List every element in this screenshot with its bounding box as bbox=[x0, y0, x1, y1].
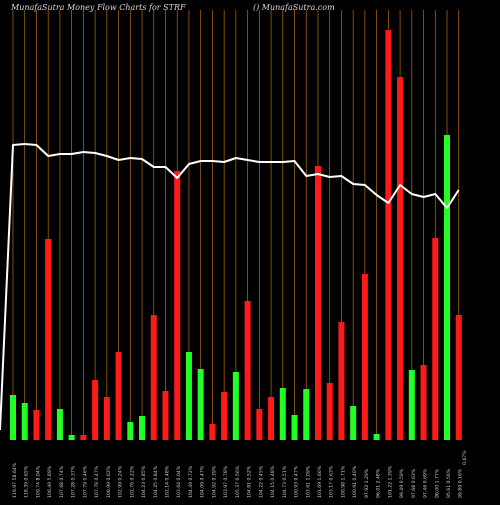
x-tick-label: 99.89 0.16% bbox=[458, 468, 464, 498]
x-tick-label: 102.99 0.24% bbox=[118, 465, 124, 498]
bar-down bbox=[397, 77, 404, 440]
x-tick-label: 104.25 0.84% bbox=[153, 465, 159, 498]
x-tick-label: 99.49 0.59% bbox=[399, 468, 405, 498]
bar-down bbox=[33, 410, 40, 440]
bar-up bbox=[232, 372, 239, 440]
x-tick-label: 106.99 0.62% bbox=[106, 465, 112, 498]
x-tick-label: 96.01 2.48% bbox=[376, 468, 382, 498]
x-tick-label: 119.97 58.64% bbox=[12, 462, 18, 498]
x-tick-label: 104.09 0.47% bbox=[200, 465, 206, 498]
bar-up bbox=[185, 352, 192, 440]
bar-down bbox=[174, 171, 181, 440]
bar-up bbox=[291, 415, 298, 440]
bar-down bbox=[150, 315, 157, 440]
bar-up bbox=[303, 389, 310, 440]
bar-down bbox=[385, 30, 392, 440]
x-tick-label: 100.93 0.47% bbox=[294, 465, 300, 498]
bar-up bbox=[139, 416, 146, 440]
x-tick-label: 97.92 1.29% bbox=[364, 468, 370, 498]
bar-down bbox=[80, 435, 87, 440]
chart-title: MunafaSutra Money Flow Charts for STRF bbox=[11, 3, 186, 12]
bar-down bbox=[314, 166, 321, 440]
x-tick-label: 100.91 0.40% bbox=[352, 465, 358, 498]
bar-down bbox=[115, 352, 122, 440]
x-tick-label: 103.17 0.63% bbox=[329, 465, 335, 498]
x-tick-label: 107.78 0.47% bbox=[94, 465, 100, 498]
x-tick-label: 103.97 0.78% bbox=[223, 465, 229, 498]
x-tick-label: 107.79 0.46% bbox=[82, 465, 88, 498]
bar-down bbox=[244, 301, 251, 440]
bar-up bbox=[10, 395, 16, 440]
x-tick-label: 107.28 0.37% bbox=[71, 465, 77, 498]
bar-down bbox=[92, 380, 99, 440]
x-tick-label: 104.22 0.45% bbox=[258, 465, 264, 498]
bar-down bbox=[361, 274, 368, 440]
x-tick-label: 101.22 1.39% bbox=[387, 465, 393, 498]
bar-down bbox=[209, 424, 216, 440]
bar-down bbox=[45, 239, 52, 440]
bar-up bbox=[127, 422, 134, 440]
x-tick-label: 103.64 0.04% bbox=[176, 465, 182, 498]
x-tick-label: 109.74 8.04% bbox=[35, 465, 41, 498]
bar-down bbox=[221, 392, 228, 440]
bar-down bbox=[338, 322, 345, 440]
x-tick-label: 98.00 1.77% bbox=[434, 468, 440, 498]
bar-up bbox=[444, 135, 451, 440]
x-tick-label: 95.61 0.56% bbox=[446, 468, 452, 498]
x-tick-label: 103.61 1.09% bbox=[305, 465, 311, 498]
bar-up bbox=[408, 370, 415, 440]
bar-down bbox=[455, 315, 462, 440]
x-tick-label: 104.73 0.51% bbox=[282, 465, 288, 498]
x-tick-label: 104.81 0.52% bbox=[247, 465, 253, 498]
bar-down bbox=[432, 238, 439, 440]
bar-down bbox=[326, 383, 333, 440]
bar-up bbox=[56, 409, 63, 440]
money-flow-line bbox=[0, 143, 460, 431]
bar-down bbox=[420, 365, 427, 440]
x-tick-label: 100.98 1.71% bbox=[340, 465, 346, 498]
bar-down bbox=[256, 409, 263, 440]
bar-down bbox=[162, 391, 169, 440]
x-tick-label: 105.37 0.56% bbox=[235, 465, 241, 498]
bar-up bbox=[21, 403, 28, 440]
x-tick-label: 102.14 0.48% bbox=[164, 465, 170, 498]
bar-down bbox=[268, 397, 275, 440]
bar-up bbox=[373, 434, 380, 440]
x-tick-label: 104.15 0.48% bbox=[270, 465, 276, 498]
x-tick-label: 97.46 0.69% bbox=[423, 468, 429, 498]
x-tick-label: 101.69 1.66% bbox=[317, 465, 323, 498]
x-tick-label: 97.68 0.63% bbox=[411, 468, 417, 498]
x-tick-label: 104.49 0.72% bbox=[188, 465, 194, 498]
bar-up bbox=[279, 388, 286, 440]
x-tick-label: 104.92 0.39% bbox=[211, 465, 217, 498]
site-credit: () MunafaSutra.com bbox=[253, 3, 335, 12]
bar-up bbox=[68, 435, 75, 440]
bar-up bbox=[197, 369, 204, 440]
x-tick-label: 102.76 0.22% bbox=[129, 465, 135, 498]
bar-down bbox=[103, 397, 110, 440]
extra-label: 0.67% bbox=[462, 450, 468, 465]
x-tick-label: 118.39 0.65% bbox=[24, 465, 30, 498]
bar-up bbox=[350, 406, 357, 440]
x-tick-label: 107.68 0.74% bbox=[59, 465, 65, 498]
x-tick-label: 106.49 5.89% bbox=[47, 465, 53, 498]
x-tick-label: 104.23 0.85% bbox=[141, 465, 147, 498]
